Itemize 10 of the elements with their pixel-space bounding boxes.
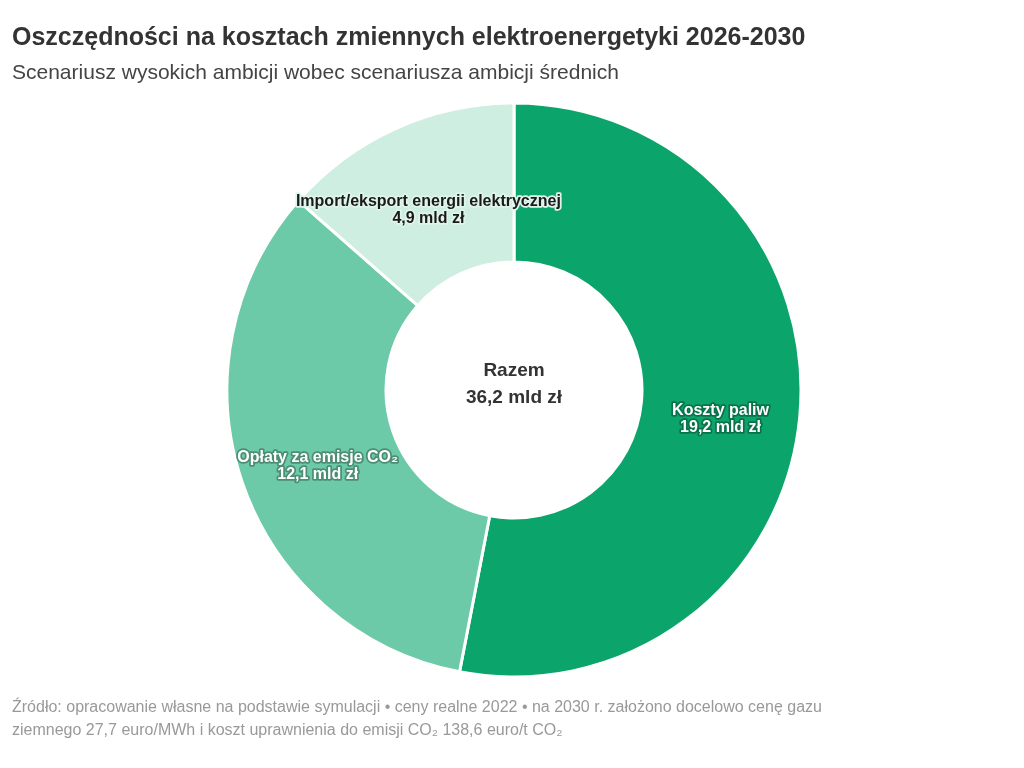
chart-title: Oszczędności na kosztach zmiennych elektroenergetyki 2026-2030 [12, 22, 806, 50]
data-label: 12,1 mld zł [277, 465, 359, 483]
data-label: 4,9 mld zł [392, 208, 465, 226]
chart-subtitle: Scenariusz wysokich ambicji wobec scenariusza ambicji średnich [12, 60, 619, 83]
text: 36,2 mld zł [465, 386, 563, 407]
slice-label: Opłaty za emisje CO₂ [237, 448, 399, 466]
slice-label: Koszty paliw [672, 400, 770, 418]
data-label: 19,2 mld zł [680, 417, 762, 435]
text: Razem [483, 359, 545, 380]
text: Źródło: opracowanie własne na podstawie symulacji • ceny realne 2022 • na 2030 r. założono docelowo cenę gazu ziemnego 27,7 euro/MWh i koszt uprawnienia do emisji CO₂ 138,6 euro/t CO₂ [12, 697, 822, 738]
